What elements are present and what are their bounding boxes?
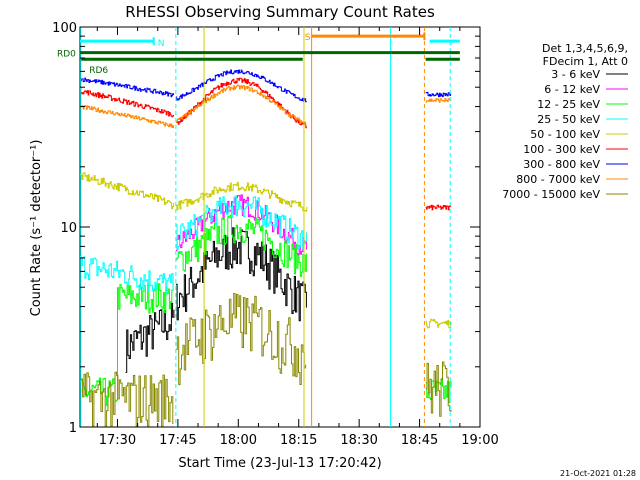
series-0 (125, 227, 307, 373)
legend-label-4: 50 - 100 keV (530, 128, 600, 141)
annotation-rd6: RD6 (89, 66, 108, 76)
series-2 (80, 214, 452, 407)
x-axis-label: Start Time (23-Jul-13 17:20:42) (178, 456, 381, 471)
series-line-2 (425, 378, 452, 404)
legend-label-0: 3 - 6 keV (551, 68, 600, 81)
series-line-8 (81, 371, 174, 427)
legend-label-7: 800 - 7000 keV (516, 173, 600, 186)
legend: Det 1,3,4,5,6,9,FDecim 1, Att 03 - 6 keV… (502, 42, 628, 201)
series-line-3 (175, 195, 307, 250)
series-line-7 (80, 105, 174, 129)
series-line-2 (175, 214, 307, 277)
annotation-n: N (158, 39, 165, 49)
annotation-s: S (305, 33, 311, 43)
legend-label-3: 25 - 50 keV (537, 113, 600, 126)
legend-header-1: FDecim 1, Att 0 (543, 55, 628, 68)
x-tick-label-3: 18:15 (280, 433, 317, 448)
x-tick-label-6: 19:00 (461, 433, 498, 448)
x-tick-label-4: 18:30 (340, 433, 377, 448)
series-line-2 (80, 283, 174, 407)
x-tick-label-1: 17:45 (159, 433, 196, 448)
y-axis: 1 10 100 (52, 21, 480, 436)
series-line-0 (175, 227, 307, 322)
x-tick-label-2: 18:00 (220, 433, 257, 448)
y-tick-label-1: 10 (60, 221, 77, 236)
series-7 (80, 84, 452, 129)
y-tick-label-2: 100 (52, 21, 77, 36)
series-line-6 (80, 77, 174, 98)
series-8 (81, 293, 452, 427)
legend-label-8: 7000 - 15000 keV (502, 188, 600, 201)
legend-label-1: 6 - 12 keV (544, 83, 600, 96)
series-line-6 (425, 91, 452, 98)
annotation-rd0: RD0 (57, 50, 76, 60)
series-line-6 (175, 69, 307, 103)
series-line-7 (175, 84, 307, 127)
x-tick-label-5: 18:45 (401, 433, 438, 448)
series-line-7 (425, 98, 452, 103)
x-axis: 17:30 17:45 18:00 18:15 18:30 18:45 19:00 (96, 27, 499, 448)
series-6 (80, 69, 452, 103)
y-tick-label-0: 1 (69, 421, 77, 436)
series-line-8 (175, 293, 307, 386)
chart-title: RHESSI Observing Summary Count Rates (125, 3, 435, 21)
x-tick-label-0: 17:30 (99, 433, 136, 448)
series-line-4 (425, 318, 452, 329)
series-line-0 (125, 302, 175, 373)
legend-label-2: 12 - 25 keV (537, 98, 600, 111)
legend-label-6: 300 - 800 keV (523, 158, 600, 171)
legend-label-5: 100 - 300 keV (523, 143, 600, 156)
series-4 (80, 172, 452, 329)
series-line-5 (80, 87, 174, 118)
series-3 (80, 195, 307, 295)
series-line-4 (80, 172, 175, 210)
y-axis-label: Count Rate (s⁻¹ detector⁻¹) (29, 140, 44, 317)
series-line-5 (425, 204, 452, 211)
legend-header-0: Det 1,3,4,5,6,9, (542, 42, 628, 55)
series-line-4 (175, 181, 308, 212)
timestamp: 21-Oct-2021 01:28 (560, 469, 636, 478)
series-line-3 (80, 256, 174, 295)
series-line-8 (425, 361, 452, 417)
plot-area: RD0 RD6 N S (57, 26, 481, 428)
